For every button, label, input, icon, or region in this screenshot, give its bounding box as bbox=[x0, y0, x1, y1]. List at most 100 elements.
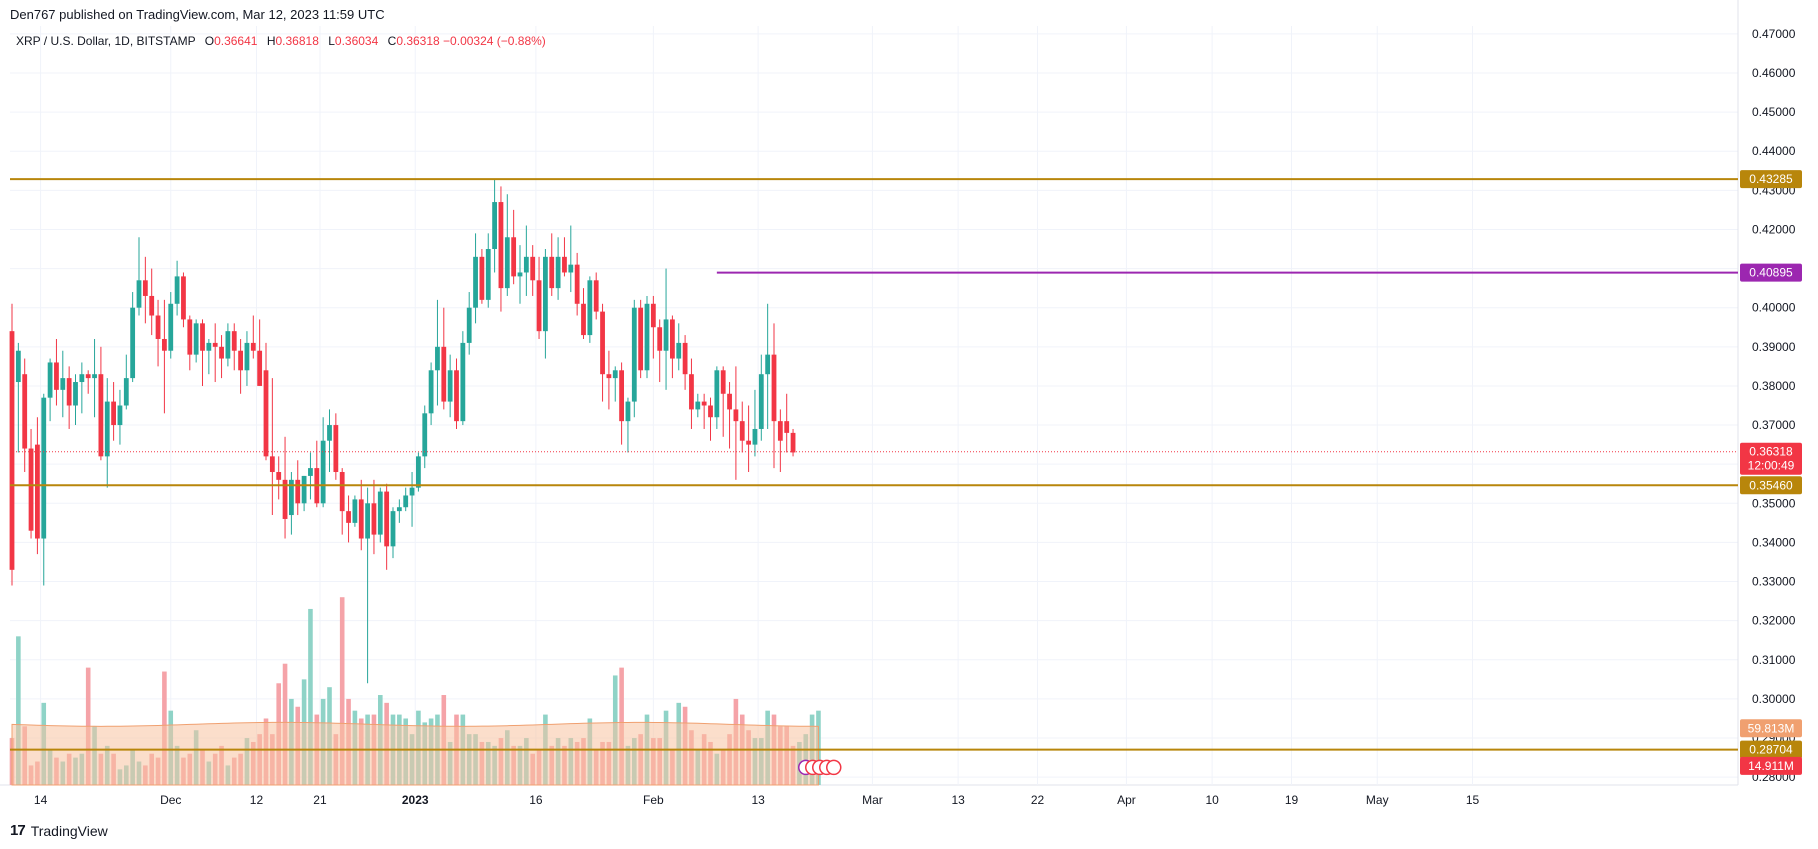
candle-body bbox=[739, 421, 745, 441]
candle-body bbox=[517, 272, 523, 277]
candle-body bbox=[269, 456, 275, 473]
candle-body bbox=[79, 374, 85, 383]
candle-body bbox=[695, 401, 701, 410]
tradingview-footer[interactable]: 17 TradingView bbox=[10, 822, 108, 839]
price-badge: 0.36318 bbox=[1749, 445, 1793, 459]
high-label: H bbox=[266, 34, 276, 48]
candle-body bbox=[282, 479, 288, 519]
volume-ma-badge: 59.813M bbox=[1748, 721, 1795, 735]
candle-body bbox=[130, 307, 136, 379]
candle-body bbox=[657, 327, 663, 351]
open-value: 0.36641 bbox=[214, 34, 258, 48]
time-tick-label: 21 bbox=[313, 793, 327, 807]
time-tick-label: 15 bbox=[1466, 793, 1480, 807]
price-tick-label: 0.44000 bbox=[1752, 144, 1796, 158]
candle-body bbox=[619, 370, 624, 422]
candle-body bbox=[428, 370, 434, 414]
level-badge-bg bbox=[1740, 476, 1802, 495]
price-tick-label: 0.31000 bbox=[1752, 653, 1796, 667]
price-tick-label: 0.40000 bbox=[1752, 301, 1796, 315]
candle-body bbox=[523, 256, 529, 273]
close-value: 0.36318 bbox=[396, 34, 440, 48]
candle-body bbox=[435, 346, 440, 371]
candle-body bbox=[701, 401, 707, 406]
candle-body bbox=[422, 413, 428, 457]
time-tick-label: Feb bbox=[643, 793, 664, 807]
candle-body bbox=[22, 374, 28, 449]
level-badge: 0.40895 bbox=[1749, 266, 1793, 280]
candle-body bbox=[149, 295, 155, 316]
candle-body bbox=[562, 256, 567, 273]
candle-body bbox=[549, 256, 555, 289]
candle-body bbox=[390, 511, 396, 547]
candle-body bbox=[250, 342, 256, 351]
candle-body bbox=[403, 495, 409, 508]
candle-body bbox=[784, 421, 790, 433]
time-axis[interactable]: 14 Dec 12 21 2023 16 Feb 13 Mar 13 22 Apr 10 19 May 15 bbox=[34, 793, 1480, 807]
candle-body bbox=[41, 397, 47, 539]
candle-body bbox=[200, 323, 205, 351]
candle-body bbox=[377, 491, 383, 535]
candle-body bbox=[409, 487, 415, 496]
level-badge-bg bbox=[1740, 170, 1802, 189]
candle-body bbox=[35, 444, 40, 539]
candle-body bbox=[396, 507, 402, 512]
candle-body bbox=[98, 374, 104, 457]
candle-body bbox=[454, 370, 459, 422]
candle-body bbox=[327, 425, 332, 441]
candle-body bbox=[733, 409, 739, 422]
level-badge-bg bbox=[1740, 740, 1802, 759]
candle-body bbox=[473, 256, 478, 308]
volume-bar bbox=[308, 608, 313, 785]
time-tick-label: 2023 bbox=[402, 793, 429, 807]
low-label: L bbox=[328, 34, 335, 48]
candle-body bbox=[73, 382, 78, 406]
candle-body bbox=[60, 378, 66, 390]
candle-body bbox=[593, 280, 599, 312]
change-value: −0.00324 (−0.88%) bbox=[443, 34, 546, 48]
candle-body bbox=[346, 511, 351, 523]
published-header: Den767 published on TradingView.com, Mar… bbox=[10, 7, 385, 22]
volume-bar bbox=[16, 636, 21, 785]
event-icons bbox=[798, 759, 842, 776]
candle-body bbox=[682, 342, 688, 375]
candle-body bbox=[181, 276, 186, 320]
candle-body bbox=[219, 346, 224, 359]
level-badge: 0.28704 bbox=[1749, 743, 1793, 757]
candle-body bbox=[568, 264, 574, 273]
candle-body bbox=[587, 280, 593, 336]
candle-body bbox=[352, 499, 358, 523]
candle-body bbox=[625, 401, 631, 422]
candle-body bbox=[485, 249, 491, 300]
candle-body bbox=[104, 401, 110, 457]
candle-body bbox=[771, 354, 777, 422]
candle-body bbox=[720, 370, 726, 394]
candle-body bbox=[752, 428, 758, 445]
candle-body bbox=[758, 374, 764, 429]
candle-body bbox=[66, 378, 72, 406]
candle-body bbox=[638, 307, 644, 371]
price-tick-label: 0.32000 bbox=[1752, 614, 1796, 628]
time-tick-label: 14 bbox=[34, 793, 48, 807]
candle-body bbox=[676, 342, 682, 359]
tradingview-brand: TradingView bbox=[30, 822, 108, 839]
price-axis[interactable]: 0.470000.460000.450000.440000.430000.420… bbox=[1752, 27, 1796, 784]
time-tick-label: 13 bbox=[951, 793, 965, 807]
candle-body bbox=[543, 256, 548, 332]
horizontal-lines bbox=[10, 178, 1738, 751]
candle-body bbox=[308, 468, 313, 476]
candle-body bbox=[746, 440, 751, 445]
time-tick-label: Dec bbox=[160, 793, 181, 807]
price-badge: 12:00:49 bbox=[1748, 459, 1795, 473]
candle-body bbox=[441, 346, 447, 402]
candle-body bbox=[320, 440, 326, 504]
candle-body bbox=[117, 405, 123, 426]
candle-body bbox=[650, 303, 656, 328]
symbol-label: XRP / U.S. Dollar, 1D, BITSTAMP bbox=[16, 34, 196, 48]
time-tick-label: Apr bbox=[1117, 793, 1136, 807]
candle-body bbox=[9, 331, 15, 570]
time-tick-label: 10 bbox=[1205, 793, 1219, 807]
price-tick-label: 0.39000 bbox=[1752, 340, 1796, 354]
